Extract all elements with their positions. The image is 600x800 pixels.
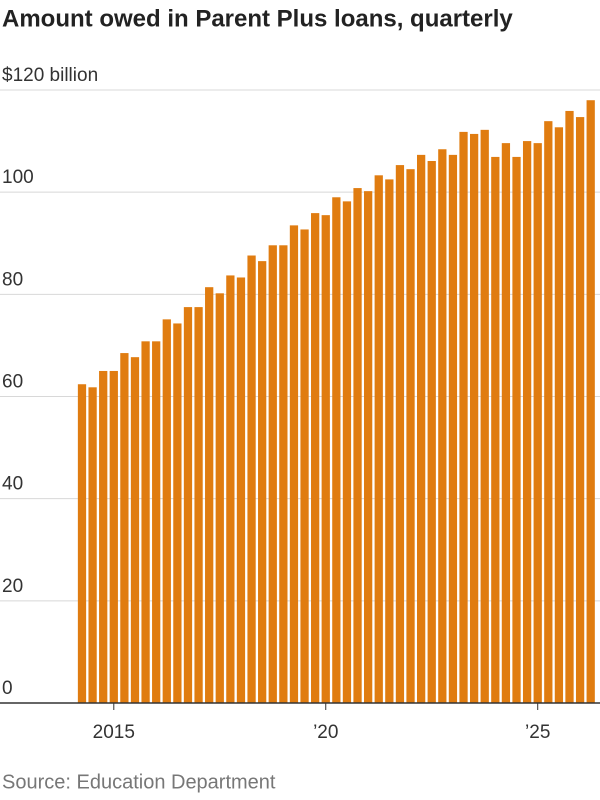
bar <box>162 319 171 703</box>
bar <box>99 370 108 703</box>
bar <box>385 179 394 704</box>
bar <box>544 121 553 704</box>
x-tick-label: 2015 <box>93 722 135 743</box>
bar <box>311 213 320 703</box>
y-tick-label: 0 <box>2 678 13 699</box>
bar <box>395 165 405 703</box>
bar <box>480 129 489 704</box>
bar <box>215 293 224 703</box>
bar <box>268 245 277 703</box>
x-tick-label: ’25 <box>525 722 550 743</box>
bar <box>183 307 193 703</box>
y-tick-label: 100 <box>2 167 34 188</box>
bar <box>353 188 362 703</box>
bar <box>459 131 468 704</box>
y-tick-label: $120 billion <box>2 65 98 86</box>
y-tick-label: 60 <box>2 372 23 393</box>
chart-title: Amount owed in Parent Plus loans, quarte… <box>2 5 513 32</box>
bar <box>364 191 373 703</box>
y-tick-label: 40 <box>2 474 23 495</box>
bar <box>258 261 267 703</box>
bar <box>130 357 140 703</box>
y-tick-label: 80 <box>2 269 23 290</box>
source: Source: Education Department <box>2 771 276 793</box>
bar <box>205 287 214 703</box>
bar <box>77 384 87 703</box>
bar <box>141 341 150 703</box>
bar <box>522 141 532 704</box>
bar <box>469 133 479 704</box>
bar <box>342 201 352 703</box>
bar <box>332 197 341 703</box>
bar <box>300 229 309 703</box>
bar <box>448 154 458 703</box>
bar <box>406 169 415 703</box>
bar <box>289 225 299 703</box>
bar <box>109 370 118 703</box>
bar <box>88 387 97 703</box>
bar <box>533 143 542 704</box>
bar <box>194 307 203 703</box>
bar <box>152 341 161 703</box>
bar <box>501 143 511 704</box>
y-tick-label: 20 <box>2 576 23 597</box>
bar <box>279 245 288 703</box>
bar <box>554 127 564 703</box>
bar <box>374 175 383 703</box>
bar <box>417 154 426 703</box>
bar <box>236 277 246 703</box>
bar <box>247 255 256 703</box>
bar <box>512 156 521 703</box>
bar <box>173 323 182 703</box>
bar <box>120 353 129 703</box>
bar <box>438 149 447 704</box>
bar <box>575 117 585 704</box>
bar <box>427 161 436 703</box>
bar <box>491 156 500 703</box>
x-tick-label: ’20 <box>313 722 338 743</box>
bar <box>586 100 595 703</box>
bar <box>565 110 574 704</box>
bar <box>226 275 235 703</box>
bar <box>321 215 330 703</box>
